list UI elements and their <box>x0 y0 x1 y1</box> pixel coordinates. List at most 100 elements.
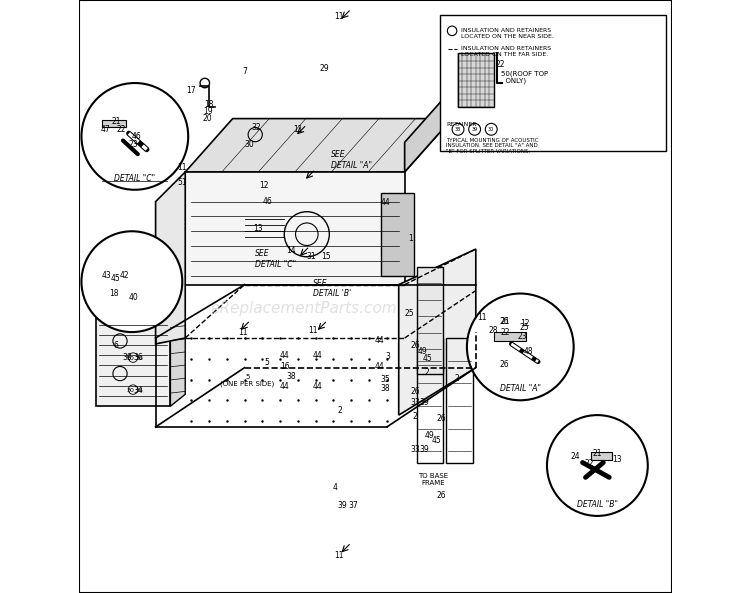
Text: 25: 25 <box>520 323 530 332</box>
Text: 4: 4 <box>332 483 337 492</box>
Text: 38: 38 <box>455 127 461 132</box>
Text: TYPICAL MOUNTING OF ACOUSTIC
INSULATION. SEE DETAIL "A" AND
"B" FOR SPLITTER VAR: TYPICAL MOUNTING OF ACOUSTIC INSULATION.… <box>446 138 538 154</box>
Text: eReplacementParts.com: eReplacementParts.com <box>211 301 398 316</box>
Text: 24: 24 <box>571 452 580 461</box>
Text: 22: 22 <box>585 459 595 468</box>
Text: DETAIL "B": DETAIL "B" <box>577 500 618 509</box>
Text: 26: 26 <box>500 360 509 369</box>
Text: 38: 38 <box>286 372 296 381</box>
Text: 37: 37 <box>348 501 358 511</box>
Text: 11: 11 <box>238 327 248 337</box>
Text: 45: 45 <box>422 354 432 364</box>
Text: 30: 30 <box>488 127 494 132</box>
Circle shape <box>82 231 182 332</box>
Text: 34: 34 <box>136 388 143 393</box>
Text: 17: 17 <box>186 85 196 95</box>
Text: 49: 49 <box>424 431 434 441</box>
Text: 51: 51 <box>178 177 187 187</box>
Text: 11: 11 <box>293 125 303 134</box>
FancyBboxPatch shape <box>494 332 526 341</box>
Text: 11: 11 <box>477 313 487 323</box>
Text: 23: 23 <box>129 140 139 149</box>
Text: 3: 3 <box>386 352 391 362</box>
Text: 39: 39 <box>338 501 347 511</box>
Text: 33: 33 <box>410 397 420 407</box>
Text: 45: 45 <box>111 274 121 283</box>
Text: 2: 2 <box>413 412 418 421</box>
Text: 28: 28 <box>489 326 498 335</box>
Circle shape <box>547 415 648 516</box>
Text: 38: 38 <box>381 384 391 393</box>
Text: 34: 34 <box>133 385 142 395</box>
Text: 11: 11 <box>178 163 187 173</box>
Circle shape <box>82 83 188 190</box>
Text: 36: 36 <box>133 353 142 362</box>
Text: 20: 20 <box>203 114 212 123</box>
Text: 47: 47 <box>100 125 110 134</box>
Text: 39: 39 <box>472 127 478 132</box>
Polygon shape <box>416 267 443 374</box>
Text: 14: 14 <box>286 246 296 255</box>
Text: 26: 26 <box>410 387 420 396</box>
Text: 2: 2 <box>337 406 342 415</box>
Text: INSULATION AND RETAINERS
LOCATED ON THE NEAR SIDE.: INSULATION AND RETAINERS LOCATED ON THE … <box>461 28 554 39</box>
Text: 12: 12 <box>520 318 530 328</box>
Text: 15: 15 <box>322 251 332 261</box>
Text: 18: 18 <box>110 289 118 298</box>
Text: DETAIL "A": DETAIL "A" <box>500 384 541 393</box>
Text: 13: 13 <box>612 455 622 464</box>
Text: 33: 33 <box>410 445 420 454</box>
Text: 44: 44 <box>375 336 385 346</box>
Circle shape <box>467 294 574 400</box>
Polygon shape <box>96 314 170 406</box>
Text: 39: 39 <box>419 397 429 407</box>
Text: SEE
DETAIL 'B': SEE DETAIL 'B' <box>313 279 351 298</box>
FancyBboxPatch shape <box>592 452 612 460</box>
Text: 23: 23 <box>518 332 527 342</box>
Text: 25: 25 <box>404 308 414 318</box>
Text: TO BASE
FRAME: TO BASE FRAME <box>418 473 448 486</box>
Text: 5
(ONE PER SIDE): 5 (ONE PER SIDE) <box>220 374 274 387</box>
Polygon shape <box>458 53 494 107</box>
Text: 42: 42 <box>120 271 130 280</box>
Text: 49: 49 <box>418 346 428 356</box>
Polygon shape <box>185 172 405 285</box>
Polygon shape <box>381 193 413 276</box>
Text: 44: 44 <box>375 362 385 371</box>
Text: 16: 16 <box>280 362 290 371</box>
Text: 30: 30 <box>123 353 133 362</box>
Polygon shape <box>155 172 185 344</box>
Text: SEE
DETAIL "C": SEE DETAIL "C" <box>255 250 296 269</box>
Text: 31: 31 <box>306 251 316 261</box>
Text: 2: 2 <box>454 374 459 383</box>
Text: 36: 36 <box>136 356 143 361</box>
Text: 35: 35 <box>381 375 391 384</box>
Text: 22: 22 <box>116 125 126 134</box>
Text: 26: 26 <box>436 490 446 500</box>
Text: 11: 11 <box>334 12 344 21</box>
Text: 22: 22 <box>501 327 510 337</box>
Text: 19: 19 <box>203 107 212 116</box>
Text: 30: 30 <box>126 356 134 361</box>
Text: 22: 22 <box>496 59 506 69</box>
Text: 26: 26 <box>410 340 420 350</box>
Polygon shape <box>185 119 452 172</box>
Text: RETAINER: RETAINER <box>446 122 477 127</box>
Polygon shape <box>405 89 452 172</box>
Text: 11: 11 <box>308 326 317 335</box>
Text: 48: 48 <box>524 346 532 356</box>
Text: 44: 44 <box>313 351 322 361</box>
Text: INSULATION AND RETAINERS
LOCATED ON THE FAR SIDE.: INSULATION AND RETAINERS LOCATED ON THE … <box>461 46 551 57</box>
Text: 44: 44 <box>381 198 391 208</box>
Text: 30: 30 <box>244 140 254 149</box>
Text: 44: 44 <box>280 382 290 391</box>
Polygon shape <box>96 302 185 314</box>
Text: 2: 2 <box>424 368 430 377</box>
Text: 21: 21 <box>111 117 121 126</box>
Text: 18: 18 <box>204 100 214 109</box>
Text: 6: 6 <box>113 340 118 350</box>
Text: 44: 44 <box>313 382 322 391</box>
Text: 46: 46 <box>262 197 272 206</box>
Text: 44: 44 <box>280 351 290 361</box>
Text: 29: 29 <box>320 63 329 73</box>
